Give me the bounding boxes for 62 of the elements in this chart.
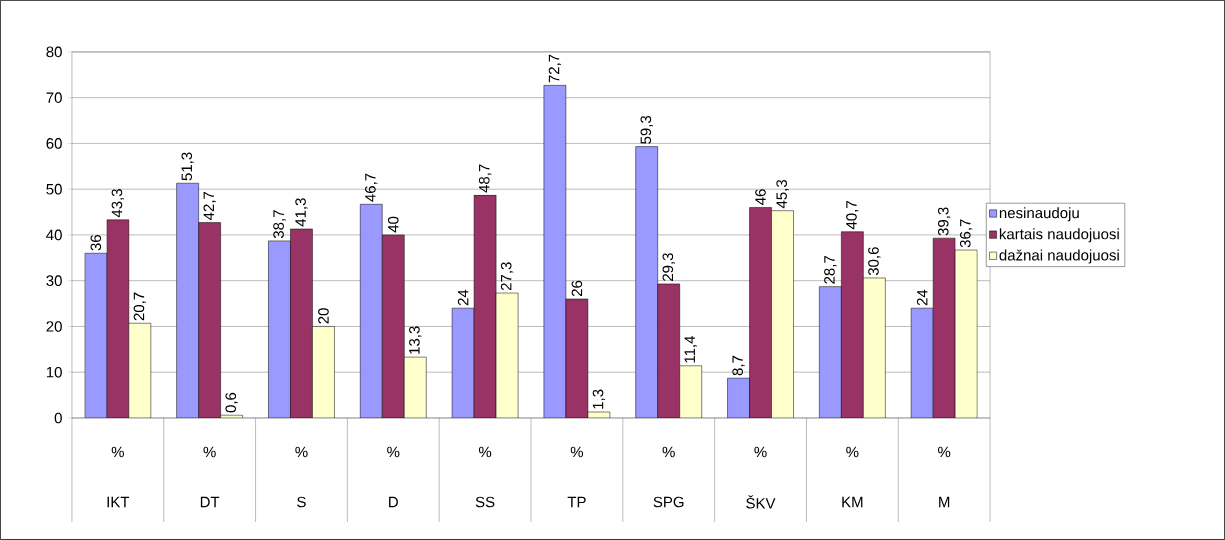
text: % [938,446,951,458]
data-label: 41,3 [295,198,308,227]
data-label: 27,3 [500,262,514,291]
data-label: 11,4 [684,336,697,363]
y-tick-label: 0 [54,412,62,424]
x-tick-label: IKT [107,496,130,508]
y-tick-label: 20 [46,321,62,332]
x-tick-label: KM [842,496,863,508]
data-label: 36 [90,235,102,251]
data-label: 45,3 [776,180,789,209]
text: % [111,446,124,458]
data-label: 30,6 [868,247,881,276]
data-label: 48,7 [478,164,492,193]
data-label: 72,7 [548,54,562,83]
data-label: 42,7 [203,191,216,221]
legend-label: kartais naudojuosi [999,228,1119,243]
data-label: 51,3 [181,152,194,181]
y-tick-label: 30 [46,275,62,287]
data-label: 36,7 [959,219,973,248]
text: % [754,446,767,458]
data-label: 1,3 [592,389,606,409]
data-label: 24 [916,289,928,306]
x-tick-label: SS [475,496,495,508]
text: % [295,446,308,458]
y-tick-label: 80 [46,46,62,58]
data-label: 39,3 [937,207,951,236]
x-tick-label: D [389,496,398,508]
text: % [203,446,216,458]
data-label: 40 [387,216,399,233]
data-label: 59,3 [640,115,653,144]
x-tick-label: ŠKV [746,495,776,509]
y-tick-label: 60 [46,138,62,149]
data-label: 40,7 [846,201,859,230]
text: % [387,446,400,458]
x-tick-label: M [939,496,950,508]
y-tick-label: 70 [46,92,62,104]
data-label: 20 [318,308,329,324]
x-tick-label: DT [200,496,220,508]
data-label: 28,7 [824,256,837,284]
data-label: 0,6 [225,392,238,413]
y-tick-label: 10 [46,366,62,378]
data-label: 26 [571,280,583,297]
text: % [846,446,859,458]
data-label: 13,3 [409,326,422,354]
y-tick-label: 50 [46,183,62,195]
data-label: 20,7 [133,292,147,321]
legend-label: nesinaudoju [999,207,1079,222]
x-tick-label: SPG [653,496,684,508]
text: % [478,446,492,458]
data-label: 38,7 [273,210,286,239]
data-label: 46 [755,189,766,205]
data-label: 29,3 [662,253,675,281]
x-tick-label: TP [567,496,586,508]
data-label: 8,7 [732,355,745,376]
x-tick-label: S [297,496,306,508]
data-label: 46,7 [365,173,378,202]
text: % [570,446,584,458]
text: % [662,446,675,458]
legend-label: dažnai naudojuosi [999,249,1119,264]
y-tick-label: 40 [46,229,62,241]
data-label: 24 [457,289,469,306]
data-label: 43,3 [111,189,125,218]
